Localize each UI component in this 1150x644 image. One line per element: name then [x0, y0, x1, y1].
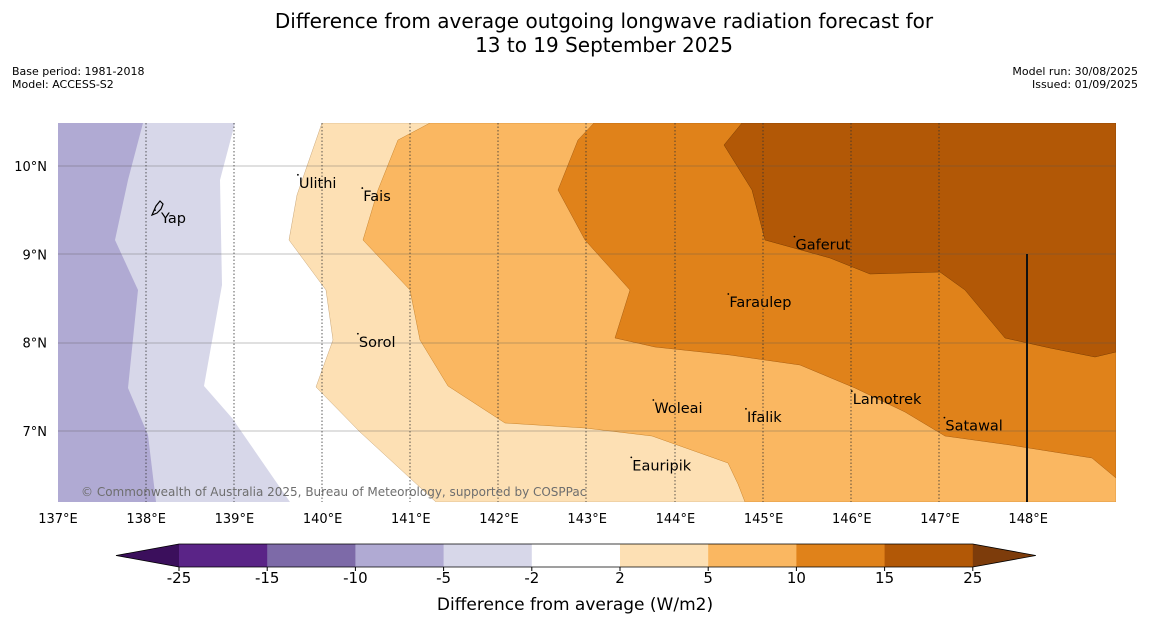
- place-label: Ifalik: [747, 410, 782, 426]
- colorbar-extend-low: [116, 544, 179, 567]
- place-label: Sorol: [359, 335, 396, 351]
- colorbar: -25 -15 -10 -5 -2 2 5 10 15 25: [115, 543, 1036, 587]
- colorbar-tick-label: -2: [524, 569, 539, 587]
- colorbar-tick-label: -25: [167, 569, 192, 587]
- colorbar-title: Difference from average (W/m2): [437, 595, 713, 615]
- colorbar-extend-high: [972, 544, 1036, 567]
- chart-title: Difference from average outgoing longwav…: [0, 9, 1150, 57]
- copyright-text: © Commonwealth of Australia 2025, Bureau…: [81, 485, 586, 499]
- lon-tick-label: 144°E: [656, 512, 696, 527]
- lat-tick-label: 10°N: [14, 160, 47, 175]
- yap-island-shape: [150, 200, 164, 217]
- meridian-lines: [145, 123, 940, 502]
- model-text: Model: ACCESS-S2: [12, 78, 114, 91]
- title-line-2: 13 to 19 September 2025: [475, 33, 733, 57]
- colorbar-segment: [884, 544, 974, 567]
- lon-tick-label: 139°E: [215, 512, 255, 527]
- place-marker: [356, 332, 359, 335]
- lon-tick-label: 148°E: [1008, 512, 1048, 527]
- colorbar-tick-label: 25: [963, 569, 982, 587]
- meta-right: Model run: 30/08/2025 Issued: 01/09/2025: [1012, 65, 1138, 91]
- colorbar-tick-label: -10: [343, 569, 368, 587]
- contour-fill: [58, 123, 1116, 502]
- colorbar-segment: [620, 544, 709, 567]
- place-label: Faraulep: [729, 295, 791, 311]
- model-run-text: Model run: 30/08/2025: [1012, 65, 1138, 78]
- lon-tick-label: 138°E: [126, 512, 166, 527]
- lon-tick-label: 146°E: [832, 512, 872, 527]
- colorbar-tick-label: -15: [255, 569, 280, 587]
- place-marker: [297, 173, 299, 176]
- place-marker: [630, 456, 633, 459]
- place-label: Satawal: [945, 419, 1002, 435]
- lon-tick-label: 137°E: [38, 512, 78, 527]
- colorbar-tick-label: -5: [436, 569, 451, 587]
- lon-tick-label: 141°E: [391, 512, 431, 527]
- meta-left: Base period: 1981-2018 Model: ACCESS-S2: [12, 65, 144, 91]
- place-marker: [727, 293, 730, 295]
- place-marker: [361, 187, 364, 189]
- place-label: Yap: [160, 211, 186, 227]
- base-period-text: Base period: 1981-2018: [12, 65, 145, 78]
- lon-tick-label: 147°E: [920, 512, 960, 527]
- place-marker: [652, 399, 655, 401]
- colorbar-segment: [531, 544, 621, 567]
- place-label: Lamotrek: [853, 392, 922, 408]
- place-label: Woleai: [654, 401, 702, 417]
- lat-tick-label: 8°N: [23, 337, 48, 352]
- place-marker: [745, 407, 747, 410]
- colorbar-segment: [796, 544, 886, 567]
- band-15-25: [723, 123, 1116, 358]
- issued-text: Issued: 01/09/2025: [1031, 78, 1138, 91]
- place-label: Gaferut: [795, 238, 850, 254]
- colorbar-segment: [355, 544, 445, 567]
- colorbar-segment: [708, 544, 797, 567]
- parallel-lines: [58, 165, 1116, 432]
- colorbar-tick-label: 2: [615, 569, 625, 587]
- colorbar-segment: [443, 544, 533, 567]
- place-labels: Ulithi Fais Yap Gaferut Faraulep Sorol Lamotre…: [154, 173, 1003, 474]
- place-marker: [943, 416, 946, 419]
- place-label: Ulithi: [299, 176, 337, 192]
- colorbar-segment: [179, 544, 268, 567]
- lon-tick-label: 145°E: [744, 512, 784, 527]
- lon-tick-label: 143°E: [567, 512, 607, 527]
- lat-tick-label: 7°N: [23, 425, 48, 440]
- place-label: Eauripik: [632, 458, 691, 474]
- latitude-tick-labels: 10°N 9°N 8°N 7°N: [14, 160, 47, 440]
- colorbar-tick-label: 10: [787, 569, 806, 587]
- place-marker: [793, 235, 796, 238]
- place-label: Fais: [363, 189, 390, 205]
- title-line-1: Difference from average outgoing longwav…: [274, 9, 934, 33]
- colorbar-tick-label: 5: [703, 569, 713, 587]
- longitude-tick-labels: 137°E 138°E 139°E 140°E 141°E 142°E 143°E 144°E…: [38, 512, 1048, 527]
- colorbar-tick-label: 15: [875, 569, 894, 587]
- lon-tick-label: 142°E: [479, 512, 519, 527]
- lat-tick-label: 9°N: [23, 248, 48, 263]
- place-marker: [154, 209, 156, 212]
- place-marker: [850, 390, 853, 393]
- lon-tick-label: 140°E: [303, 512, 343, 527]
- colorbar-segment: [267, 544, 356, 567]
